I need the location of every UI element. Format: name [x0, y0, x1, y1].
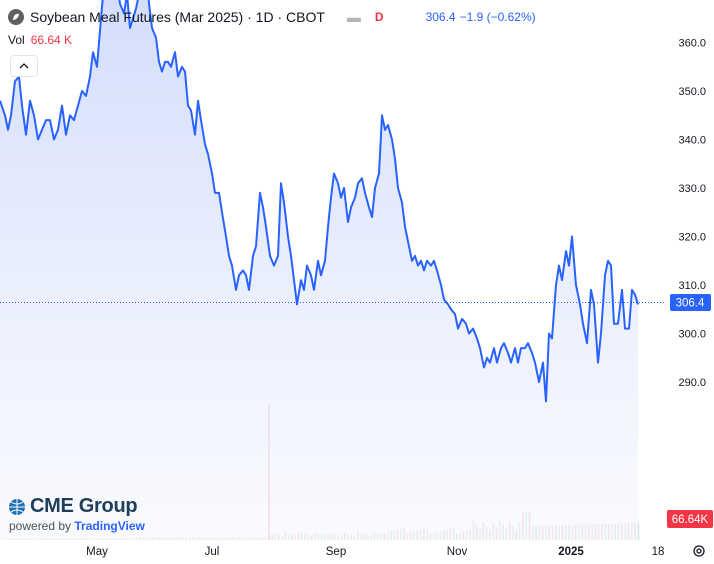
cme-globe-icon	[9, 498, 25, 515]
price-axis[interactable]: 290.0 300.0 310.0 320.0 330.0 340.0 350.0 360.0…	[678, 0, 706, 389]
market-status-icon[interactable]: ▬	[346, 9, 361, 25]
symbol-title[interactable]: Soybean Meal Futures (Mar 2025) · 1D · C…	[30, 9, 325, 25]
y-tick-label: 330.0	[678, 183, 706, 195]
last-price-value: 306.4	[425, 10, 456, 24]
volume-legend-label: Vol	[8, 33, 25, 47]
cme-group-logo[interactable]: CME Group	[8, 495, 138, 518]
time-axis[interactable]: May Jul Sep Nov 2025 18	[86, 546, 664, 558]
symbol-logo-icon	[8, 9, 24, 25]
y-tick-label: 320.0	[678, 232, 706, 244]
delayed-data-badge[interactable]: D	[374, 10, 384, 24]
y-tick-label: 290.0	[678, 377, 706, 389]
powered-by-tradingview[interactable]: powered by TradingView	[9, 519, 145, 533]
chevron-up-icon	[19, 63, 29, 69]
collapse-legend-button[interactable]	[10, 55, 38, 77]
y-tick-label: 370.0	[678, 0, 706, 1]
volume-label: 66.64K	[667, 510, 713, 528]
y-tick-label: 360.0	[678, 38, 706, 50]
y-tick-label: 300.0	[678, 329, 706, 341]
volume-axis-value: 66.64K	[672, 514, 709, 526]
powered-by-prefix: powered by	[9, 519, 72, 533]
chart-legend-header: Soybean Meal Futures (Mar 2025) · 1D · C…	[8, 6, 536, 28]
volume-legend: Vol 66.64 K	[8, 33, 72, 47]
y-tick-label: 350.0	[678, 86, 706, 98]
x-tick-label: Jul	[205, 546, 220, 558]
cme-group-wordmark: CME Group	[30, 495, 138, 517]
volume-legend-value: 66.64 K	[30, 33, 73, 47]
y-tick-label: 310.0	[678, 280, 706, 292]
last-price-label: 306.4	[670, 293, 711, 311]
x-tick-label: Nov	[447, 546, 468, 558]
svg-text:306.4: 306.4	[676, 297, 705, 309]
price-series-line	[0, 0, 639, 403]
x-tick-label: Sep	[326, 546, 346, 558]
tradingview-brand: TradingView	[74, 519, 145, 533]
y-tick-label: 340.0	[678, 135, 706, 147]
price-change-value: −1.9 (−0.62%)	[459, 10, 536, 24]
gear-icon[interactable]	[692, 544, 706, 558]
x-tick-label: 18	[652, 546, 665, 558]
volume-bar	[637, 522, 640, 540]
x-tick-label: 2025	[558, 546, 584, 558]
x-tick-label: May	[86, 546, 108, 558]
